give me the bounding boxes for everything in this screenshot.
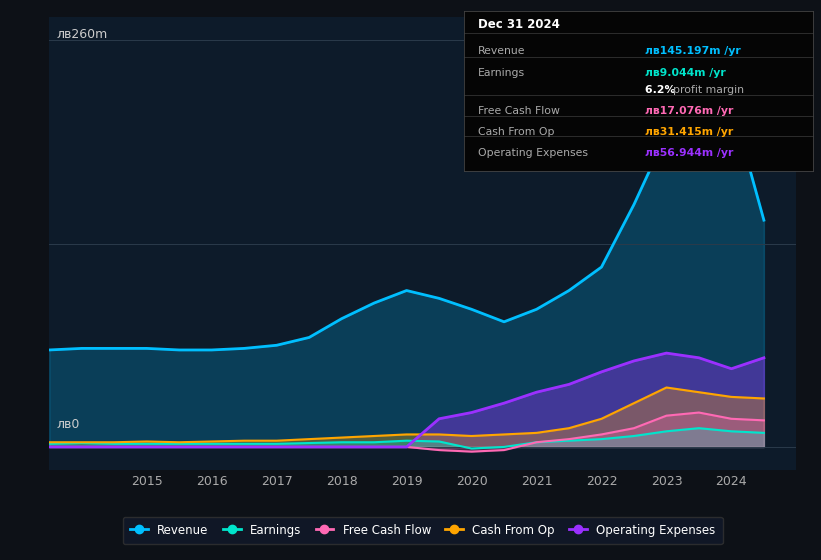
Text: Operating Expenses: Operating Expenses — [478, 148, 588, 158]
Text: лв145.197m /yr: лв145.197m /yr — [645, 46, 741, 57]
Text: profit margin: profit margin — [673, 86, 744, 95]
Legend: Revenue, Earnings, Free Cash Flow, Cash From Op, Operating Expenses: Revenue, Earnings, Free Cash Flow, Cash … — [123, 517, 722, 544]
Text: лв260m: лв260m — [57, 28, 108, 41]
Text: Revenue: Revenue — [478, 46, 525, 57]
Text: 6.2%: 6.2% — [645, 86, 680, 95]
Text: лв9.044m /yr: лв9.044m /yr — [645, 68, 726, 78]
Text: Earnings: Earnings — [478, 68, 525, 78]
Text: лв17.076m /yr: лв17.076m /yr — [645, 106, 734, 116]
Text: Cash From Op: Cash From Op — [478, 127, 554, 137]
Text: лв0: лв0 — [57, 418, 80, 431]
Text: лв56.944m /yr: лв56.944m /yr — [645, 148, 734, 158]
Text: Free Cash Flow: Free Cash Flow — [478, 106, 560, 116]
Text: лв31.415m /yr: лв31.415m /yr — [645, 127, 733, 137]
Text: Dec 31 2024: Dec 31 2024 — [478, 18, 560, 31]
